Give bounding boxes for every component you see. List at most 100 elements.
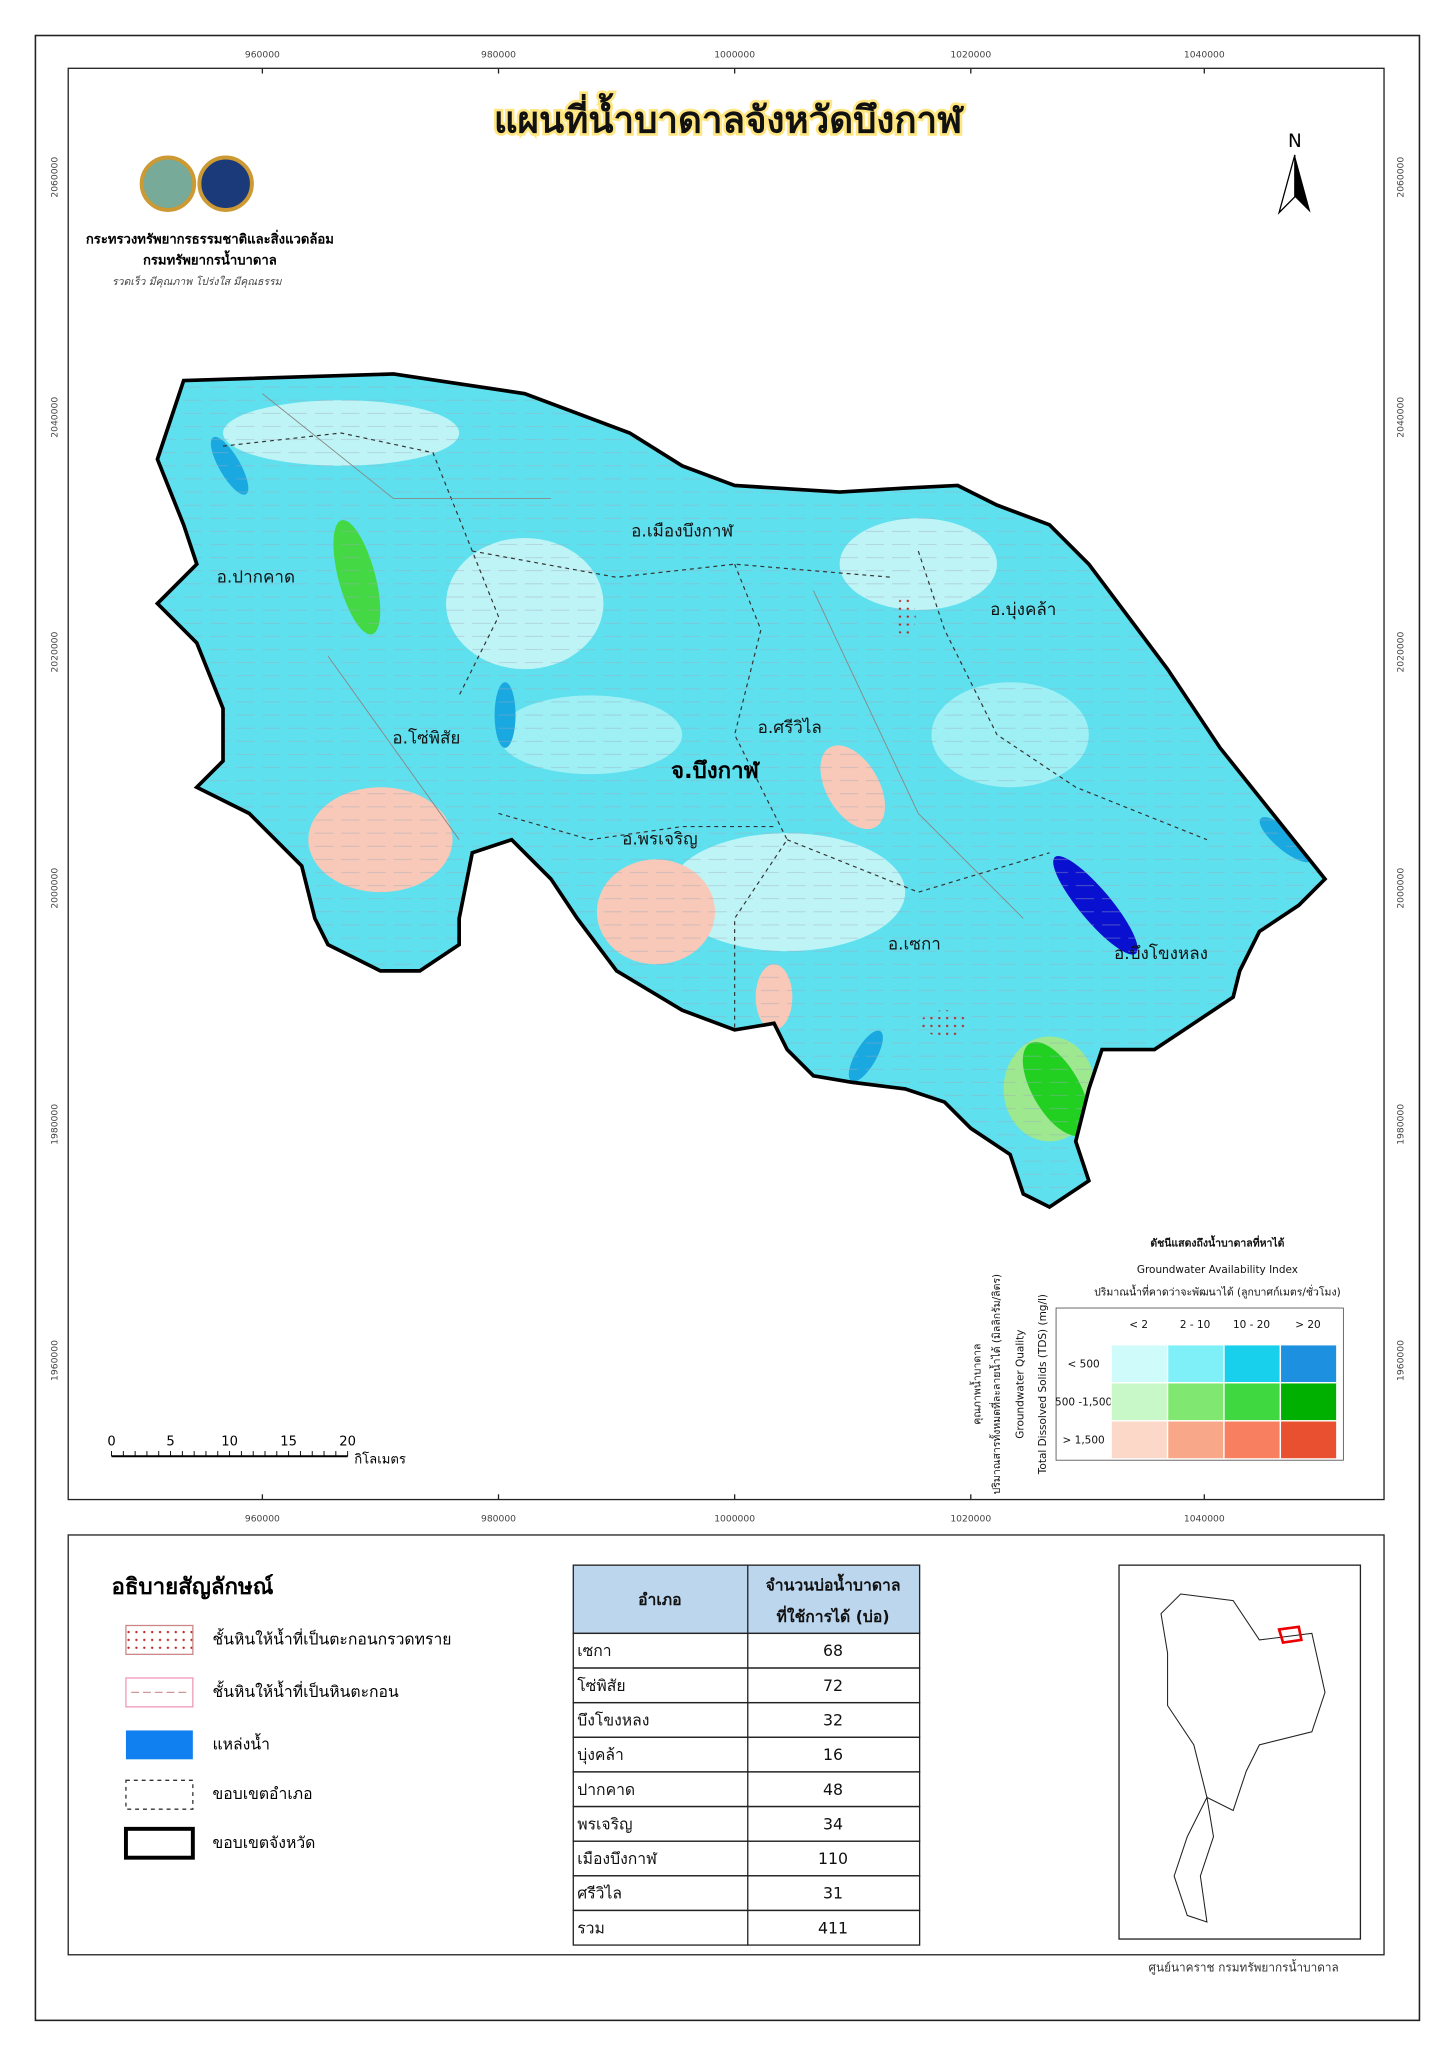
legend-label: ขอบเขตจังหวัด	[213, 1833, 316, 1852]
grid-y-label: 2060000	[1396, 157, 1407, 198]
district-label: อ.โซ่พิสัย	[392, 728, 460, 749]
legend-symbol	[125, 1624, 194, 1656]
table-row	[572, 1632, 921, 1669]
index-cell	[1279, 1420, 1338, 1460]
index-cell	[1223, 1344, 1282, 1384]
grid-y-label: 1980000	[50, 1104, 61, 1145]
north-arrow-right	[1294, 154, 1311, 213]
grid-x-label: 1020000	[950, 50, 991, 61]
table-row	[572, 1875, 921, 1912]
grid-x-label: 1040000	[1184, 50, 1225, 61]
district-label: อ.บุ่งคล้า	[990, 600, 1056, 620]
table-wells: 72	[823, 1676, 843, 1695]
table-row	[572, 1909, 921, 1946]
index-row: > 1,500	[1063, 1435, 1105, 1447]
grid-y-label: 2020000	[50, 632, 61, 673]
table-district: รวม	[577, 1918, 605, 1937]
legend-symbol	[125, 1779, 194, 1810]
table-district: โซ่พิสัย	[577, 1676, 625, 1695]
index-row: < 500	[1068, 1358, 1100, 1370]
scale-label: 5	[166, 1434, 174, 1449]
index-cell	[1110, 1420, 1169, 1460]
scale-label: 0	[107, 1434, 115, 1449]
inset-highlight	[1277, 1625, 1303, 1645]
legend-label: ชั้นหินให้น้ำที่เป็นตะกอนกรวดทราย	[213, 1627, 452, 1648]
table-header	[572, 1564, 921, 1635]
index-title: ดัชนีแสดงถึงน้ำบาดาลที่หาได้	[1150, 1235, 1284, 1250]
grid-x-label: 1040000	[1184, 1514, 1225, 1525]
legend-panel	[67, 1534, 1385, 1956]
motto: รวดเร็ว มีคุณภาพ โปร่งใส มีคุณธรรม	[112, 275, 283, 288]
table-header-district: อำเภอ	[638, 1590, 682, 1609]
ministry-logo	[139, 155, 197, 212]
legend-label: ขอบเขตอำเภอ	[213, 1784, 313, 1803]
grid-x-label: 960000	[245, 1514, 280, 1525]
scale-label: 10	[221, 1434, 238, 1449]
grid-x-label: 1020000	[950, 1514, 991, 1525]
index-cell	[1223, 1382, 1282, 1422]
legend-label: แหล่งน้ำ	[213, 1732, 270, 1753]
north-arrow-left	[1277, 154, 1296, 215]
table-district: เซกา	[577, 1641, 611, 1660]
sheet-border	[34, 34, 1421, 2022]
index-cell	[1166, 1420, 1225, 1460]
table-wells: 411	[818, 1918, 848, 1937]
grid-y-label: 1960000	[1396, 1340, 1407, 1381]
grid-y-label: 2000000	[1396, 868, 1407, 909]
legend-title: อธิบายสัญลักษณ์	[112, 1573, 274, 1600]
district-label: อ.ศรีวิไล	[758, 717, 822, 738]
scale-unit: กิโลเมตร	[354, 1452, 406, 1468]
index-cell	[1110, 1382, 1169, 1422]
grid-y-label: 2000000	[50, 868, 61, 909]
index-axis-label: Groundwater Quality	[1015, 1329, 1027, 1438]
index-cell	[1110, 1344, 1169, 1384]
table-district: บึงโขงหลง	[577, 1711, 649, 1730]
table-wells: 31	[823, 1884, 843, 1903]
grid-x-label: 1000000	[714, 50, 755, 61]
index-cell	[1223, 1420, 1282, 1460]
index-axis-label: คุณภาพน้ำบาดาล	[969, 1344, 983, 1425]
province-label: จ.บึงกาฬ	[671, 758, 761, 784]
index-column: > 20	[1295, 1319, 1320, 1331]
grid-y-label: 2060000	[50, 157, 61, 198]
district-label: อ.ปากคาด	[217, 567, 295, 587]
inset-caption: ศูนย์นาคราช กรมทรัพยากรน้ำบาดาล	[1149, 1958, 1339, 1975]
grid-y-label: 2020000	[1396, 632, 1407, 673]
district-label: อ.บึงโขงหลง	[1114, 943, 1208, 964]
district-label: อ.เมืองบึงกาฬ	[631, 521, 734, 541]
grid-x-label: 960000	[245, 50, 280, 61]
index-column: < 2	[1129, 1319, 1148, 1331]
district-label: อ.เซกา	[888, 935, 941, 955]
scale-label: 20	[339, 1434, 356, 1449]
table-wells: 110	[818, 1849, 848, 1868]
index-frame	[1055, 1307, 1344, 1461]
index-subtitle: ปริมาณน้ำที่คาดว่าจะพัฒนาได้ (ลูกบาศก์เม…	[1094, 1284, 1341, 1298]
table-wells: 32	[823, 1711, 843, 1730]
scale-label: 15	[280, 1434, 297, 1449]
table-wells: 16	[823, 1745, 843, 1764]
index-column: 2 - 10	[1180, 1319, 1210, 1331]
map-frame	[67, 67, 1385, 1501]
table-wells: 48	[823, 1780, 843, 1799]
index-cell	[1166, 1344, 1225, 1384]
grid-x-label: 1000000	[714, 1514, 755, 1525]
table-district: บุ่งคล้า	[577, 1745, 624, 1765]
index-cell	[1279, 1382, 1338, 1422]
grid-x-label: 980000	[481, 50, 516, 61]
table-header-wells: จำนวนบ่อน้ำบาดาล	[766, 1574, 901, 1595]
grid-y-label: 2040000	[1396, 397, 1407, 438]
table-wells: 34	[823, 1814, 843, 1833]
grid-y-label: 1980000	[1396, 1104, 1407, 1145]
index-row: 500 -1,500	[1055, 1396, 1112, 1408]
index-title-en: Groundwater Availability Index	[1137, 1264, 1298, 1276]
grid-y-label: 2040000	[50, 397, 61, 438]
table-district: ศรีวิไล	[577, 1884, 622, 1903]
north-label: N	[1288, 131, 1302, 152]
department-logo	[197, 155, 254, 212]
table-district: ปากคาด	[577, 1780, 635, 1799]
index-cell	[1279, 1344, 1338, 1384]
table-header-wells: ที่ใช้การได้ (บ่อ)	[777, 1605, 890, 1626]
legend-symbol	[125, 1730, 193, 1760]
